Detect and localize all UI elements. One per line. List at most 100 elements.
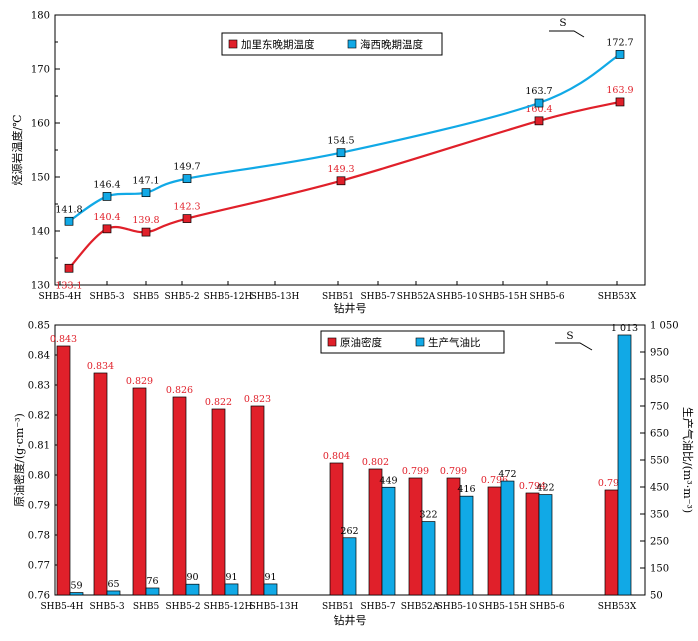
- legend-swatch: [228, 39, 238, 49]
- bar-label-density: 0.834: [87, 361, 114, 372]
- legend-label: 原油密度: [340, 336, 382, 349]
- data-point: [534, 98, 544, 108]
- data-point: [182, 174, 192, 183]
- bar-label-gor: 1 013: [611, 323, 638, 334]
- bar-density: [487, 486, 502, 596]
- x-tick-label: SHB5-15H: [479, 292, 528, 302]
- bar-density: [132, 387, 147, 596]
- direction-arrow: [555, 342, 593, 351]
- x-tick-label: SHB53X: [598, 602, 637, 612]
- bar-gor: [69, 592, 84, 596]
- y-tick-label: 150: [31, 173, 50, 184]
- y-axis-title: 烃源岩温度/℃: [10, 114, 24, 185]
- x-tick-label: SHB53X: [598, 292, 637, 302]
- direction-label: S: [559, 17, 566, 29]
- bar-label-gor: 422: [536, 483, 554, 494]
- bar-label-gor: 322: [419, 510, 437, 521]
- bar-label-density: 0.799: [402, 466, 429, 477]
- y-left-tick-label: 0.82: [28, 411, 50, 422]
- data-label: 141.8: [55, 204, 82, 215]
- y-right-axis-title: 生产气油比/(m³·m⁻³): [681, 407, 695, 513]
- y-left-tick-label: 0.76: [28, 591, 50, 602]
- bar-gor: [459, 495, 474, 596]
- data-label: 154.5: [327, 136, 354, 147]
- bar-label-gor: 91: [225, 572, 237, 583]
- bar-label-density: 0.795: [598, 478, 625, 489]
- data-point: [102, 224, 112, 234]
- y-right-tick-label: 850: [650, 375, 669, 386]
- bar-label-gor: 472: [498, 469, 516, 480]
- data-label: 147.1: [132, 176, 159, 187]
- bar-label-gor: 76: [146, 576, 158, 587]
- y-left-tick-label: 0.85: [28, 321, 50, 332]
- data-label: 163.9: [606, 85, 633, 96]
- data-point: [64, 263, 74, 273]
- direction-arrow: [549, 30, 585, 38]
- data-point: [102, 192, 112, 201]
- data-point: [336, 148, 346, 158]
- bar-gor: [145, 587, 160, 596]
- y-right-tick-label: 150: [650, 564, 669, 575]
- data-point: [64, 216, 74, 226]
- y-left-tick-label: 0.79: [28, 501, 50, 512]
- bar-label-gor: 449: [379, 475, 397, 486]
- data-label: 149.3: [327, 164, 354, 175]
- data-label: 163.7: [525, 86, 552, 97]
- bar-label-gor: 59: [70, 581, 82, 592]
- bar-label-gor: 416: [457, 484, 475, 495]
- bar-density: [408, 477, 423, 596]
- bar-gor: [263, 583, 278, 596]
- y-left-tick-label: 0.83: [28, 381, 50, 392]
- legend-label: 加里东晚期温度: [241, 38, 315, 51]
- bar-density: [172, 396, 187, 596]
- bar-label-gor: 90: [186, 572, 198, 583]
- data-label: 142.3: [173, 202, 200, 213]
- bar-label-density: 0.796: [481, 475, 508, 486]
- y-left-tick-label: 0.80: [28, 471, 50, 482]
- y-left-tick-label: 0.78: [28, 531, 50, 542]
- bar-density: [56, 345, 71, 596]
- bar-label-density: 0.829: [126, 376, 153, 387]
- y-tick-label: 180: [31, 11, 50, 22]
- bar-label-density: 0.794: [519, 481, 546, 492]
- x-tick-label: SHB5-7: [360, 292, 395, 302]
- bar-density: [604, 489, 619, 596]
- bar-gor: [381, 486, 396, 596]
- x-tick-label: SHB52A: [397, 292, 436, 302]
- data-point: [182, 214, 192, 223]
- data-label: 140.4: [93, 212, 120, 223]
- y-right-tick-label: 1 050: [650, 321, 679, 332]
- y-right-tick-label: 550: [650, 456, 669, 467]
- x-tick-label: SHB5-3: [89, 602, 124, 612]
- density-gor-bar-chart: 0.76 0.77 0.78 0.79 0.80 0.81 0.82 0.83 0.84 0.85…: [12, 321, 695, 628]
- y-right-tick-label: 250: [650, 537, 669, 548]
- data-point: [534, 116, 544, 126]
- bar-label-density: 0.799: [440, 466, 467, 477]
- data-label: 146.4: [93, 179, 120, 190]
- y-left-tick-label: 0.84: [28, 351, 50, 362]
- bar-label-gor: 262: [340, 526, 358, 537]
- x-axis-title: 钻井号: [334, 301, 367, 315]
- x-tick-label: SHB5-13H: [250, 602, 299, 612]
- x-tick-label: SHB5-7: [360, 602, 395, 612]
- bar-density: [525, 492, 540, 596]
- x-tick-label: SHB5: [133, 602, 160, 612]
- legend-swatch: [415, 337, 425, 347]
- data-point: [615, 50, 625, 59]
- bar-density: [368, 468, 383, 596]
- x-tick-label: SHB5-6: [529, 602, 564, 612]
- x-axis-title: 钻井号: [334, 613, 367, 627]
- x-tick-label: SHB51: [322, 292, 354, 302]
- data-label: 160.4: [525, 104, 552, 115]
- x-tick-label: SHB5-10: [437, 292, 478, 302]
- data-label: 149.7: [173, 162, 200, 173]
- y-left-axis-title: 原油密度/(g·cm⁻³): [12, 413, 26, 507]
- y-right-tick-label: 350: [650, 510, 669, 521]
- data-label: 133.1: [55, 280, 82, 291]
- y-left-tick-label: 0.81: [28, 441, 50, 452]
- bar-label-density: 0.822: [205, 397, 232, 408]
- y-left-tick-label: 0.77: [28, 561, 50, 572]
- y-tick-label: 130: [31, 281, 50, 292]
- x-tick-label: SHB5-6: [529, 292, 564, 302]
